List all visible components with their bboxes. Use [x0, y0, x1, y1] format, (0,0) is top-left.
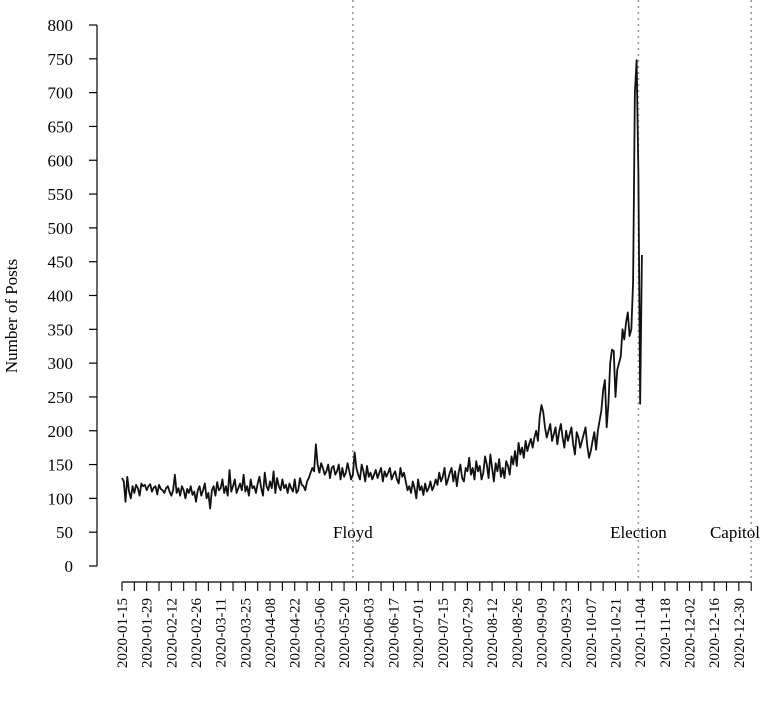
x-tick-label: 2020-03-11	[214, 598, 230, 667]
y-tick-label: 650	[48, 117, 74, 136]
x-tick-label: 2020-06-03	[362, 598, 378, 668]
x-tick-label: 2020-09-09	[534, 598, 550, 668]
y-tick-label: 150	[48, 456, 74, 475]
x-tick-label: 2020-05-20	[337, 598, 353, 668]
event-markers: Floyd Election Capitol	[333, 0, 760, 582]
x-tick-label: 2020-11-18	[658, 598, 674, 667]
y-tick-label: 700	[48, 84, 74, 103]
y-tick-label: 750	[48, 50, 74, 69]
event-label: Capitol	[710, 523, 760, 542]
y-tick-label: 350	[48, 320, 74, 339]
y-tick-label: 200	[48, 422, 74, 441]
y-tick-label: 400	[48, 287, 74, 306]
x-tick-label: 2020-07-15	[436, 598, 452, 668]
x-tick-label: 2020-04-22	[288, 598, 304, 668]
y-tick-label: 50	[56, 523, 73, 542]
x-tick-label: 2020-01-29	[140, 598, 156, 668]
x-tick-label: 2020-11-04	[633, 598, 649, 668]
y-tick-label: 250	[48, 388, 74, 407]
y-axis: 0 50 100 150 200 250 300 350 400 450 500 550 600 650 7…	[48, 16, 98, 576]
x-tick-label: 2020-12-30	[732, 598, 748, 668]
x-tick-label: 2020-12-16	[707, 598, 723, 668]
x-tick-label: 2020-02-12	[164, 598, 180, 668]
x-tick-label: 2020-07-01	[411, 598, 427, 668]
y-tick-label: 0	[65, 557, 74, 576]
y-tick-label: 600	[48, 151, 74, 170]
x-tick-label: 2020-01-15	[115, 598, 131, 668]
x-tick-label: 2020-09-23	[559, 598, 575, 668]
x-tick-label: 2020-06-17	[386, 598, 402, 668]
y-tick-label: 450	[48, 253, 74, 272]
x-tick-label: 2020-03-25	[238, 598, 254, 668]
x-tick-label: 2020-02-26	[189, 598, 205, 668]
y-axis-label: Number of Posts	[2, 259, 21, 373]
y-tick-label: 800	[48, 16, 74, 35]
x-tick-label: 2020-12-02	[683, 598, 699, 668]
x-tick-label: 2020-08-12	[485, 598, 501, 668]
x-tick-label: 2020-04-08	[263, 598, 279, 668]
series-line	[121, 59, 643, 510]
y-tick-label: 500	[48, 219, 74, 238]
x-axis: 2020-01-15 2020-01-29 2020-02-12 2020-02-26…	[115, 581, 752, 668]
x-tick-label: 2020-08-26	[510, 598, 526, 668]
x-tick-label: 2020-07-29	[460, 598, 476, 668]
y-tick-label: 100	[48, 489, 74, 508]
x-tick-label: 2020-10-07	[584, 598, 600, 668]
event-label: Election	[610, 523, 667, 542]
event-label: Floyd	[333, 523, 373, 542]
x-tick-label: 2020-10-21	[608, 598, 624, 668]
y-tick-label: 550	[48, 185, 74, 204]
y-tick-label: 300	[48, 354, 74, 373]
x-tick-label: 2020-05-06	[312, 598, 328, 668]
series-group	[121, 59, 643, 510]
